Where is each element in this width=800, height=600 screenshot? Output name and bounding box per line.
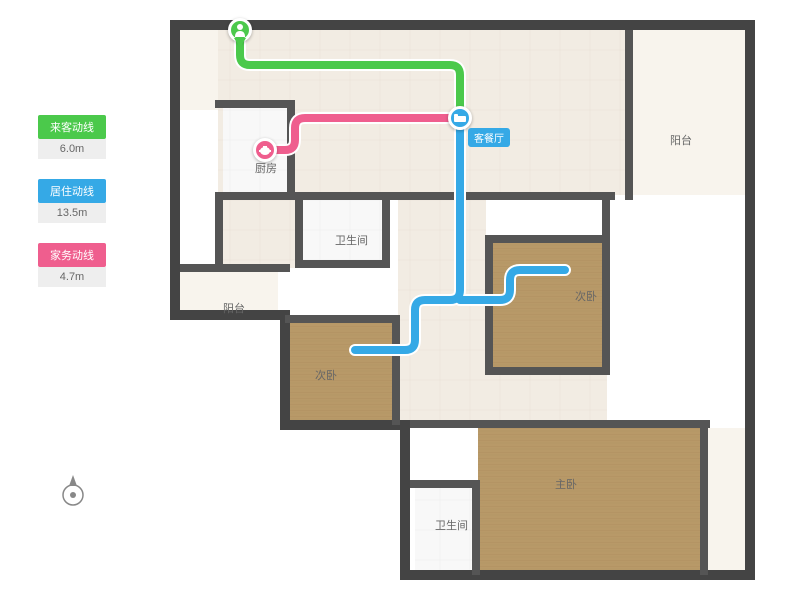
legend: 来客动线 6.0m 居住动线 13.5m 家务动线 4.7m [38,115,106,307]
guest-pin-tail [234,38,246,48]
resident-start-marker [448,106,472,130]
legend-resident-value: 13.5m [38,203,106,223]
housework-start-marker [253,138,277,162]
legend-item-guest: 来客动线 6.0m [38,115,106,159]
legend-housework-value: 4.7m [38,267,106,287]
compass-icon [55,472,91,513]
legend-item-housework: 家务动线 4.7m [38,243,106,287]
legend-resident-label: 居住动线 [38,179,106,203]
resident-route-label: 客餐厅 [468,128,510,147]
legend-item-resident: 居住动线 13.5m [38,179,106,223]
floorplan: 厨房阳台卫生间次卧卫生间主卧次卧阳台 客餐厅 [170,20,755,580]
legend-guest-label: 来客动线 [38,115,106,139]
floorplan-svg [170,20,755,580]
legend-guest-value: 6.0m [38,139,106,159]
legend-housework-label: 家务动线 [38,243,106,267]
